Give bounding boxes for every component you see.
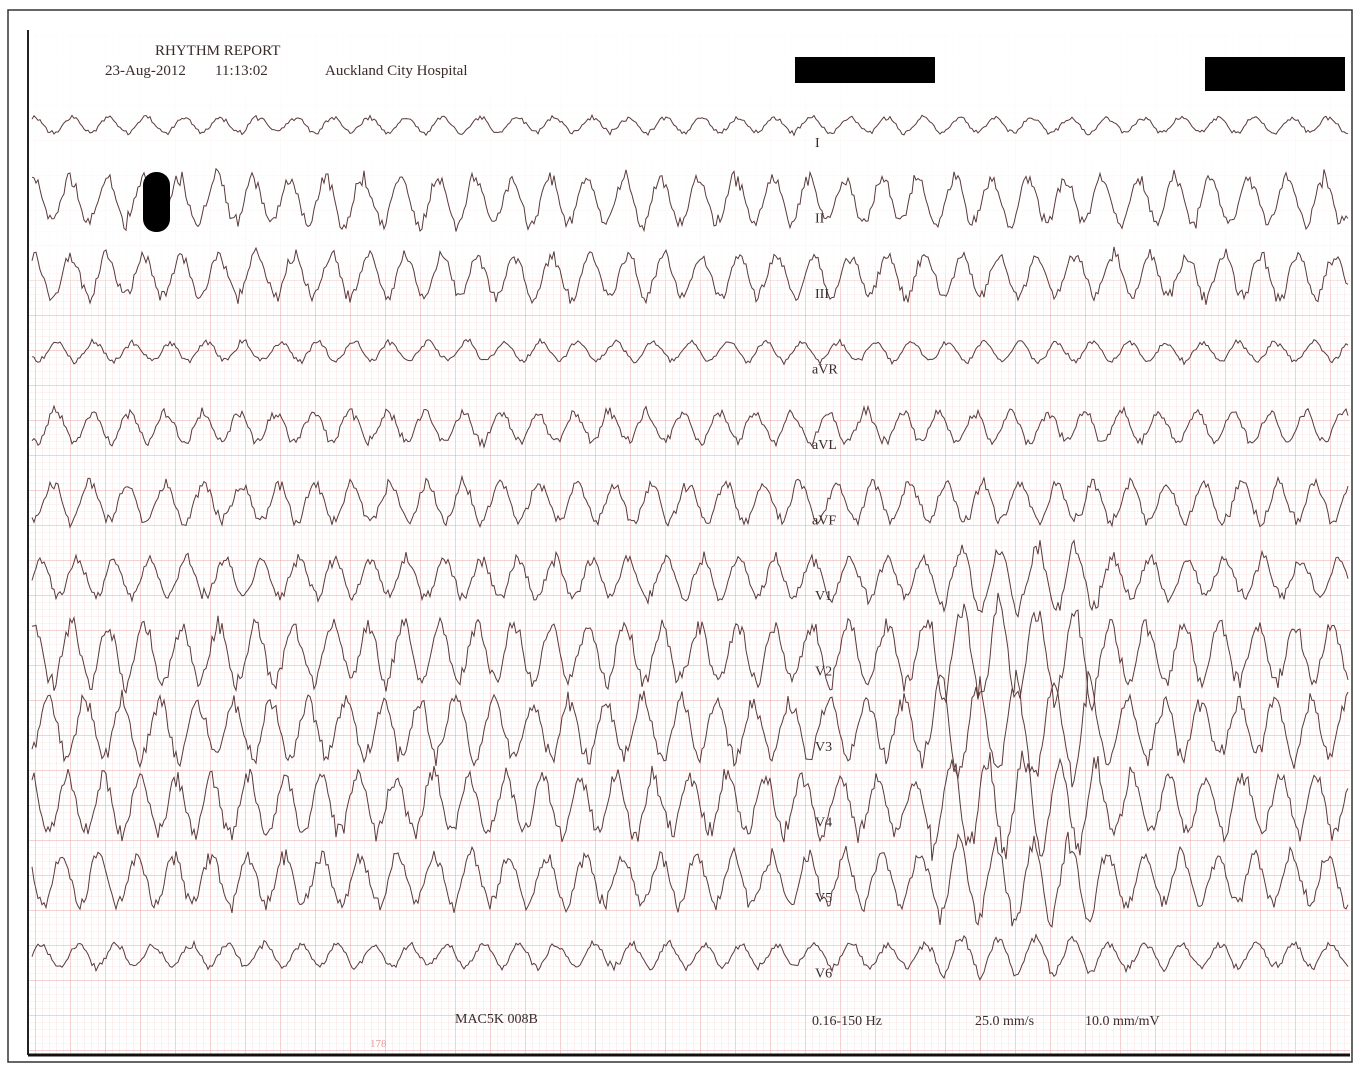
paper-speed: 25.0 mm/s [975,1014,1034,1029]
device-id: MAC5K 008B [455,1012,538,1027]
lead-label: V1 [815,589,832,604]
report-time: 11:13:02 [215,63,268,79]
lead-label: V4 [815,816,832,831]
lead-label: V5 [815,891,832,906]
page: RHYTHM REPORT 23-Aug-2012 11:13:02 Auckl… [0,0,1360,1069]
lead-label: II [815,212,825,227]
ecg-sheet: RHYTHM REPORT 23-Aug-2012 11:13:02 Auckl… [0,0,1360,1069]
gain-setting: 10.0 mm/mV [1085,1014,1160,1029]
page-mark: 178 [370,1038,387,1050]
lead-label: aVF [812,514,836,529]
lead-label: I [815,136,820,151]
report-date: 23-Aug-2012 [105,63,186,79]
lead-label: V2 [815,665,832,680]
redaction [1205,57,1345,91]
lead-label: aVR [812,363,838,378]
lead-label: V3 [815,740,832,755]
redaction [795,57,935,83]
lead-label: III [815,287,829,302]
report-title: RHYTHM REPORT [155,43,280,59]
paper-fade [28,30,1350,1055]
lead-label: aVL [812,438,837,453]
lead-label: V6 [815,967,832,982]
hospital-name: Auckland City Hospital [325,63,468,79]
redaction [143,172,170,232]
filter-setting: 0.16-150 Hz [812,1014,882,1029]
